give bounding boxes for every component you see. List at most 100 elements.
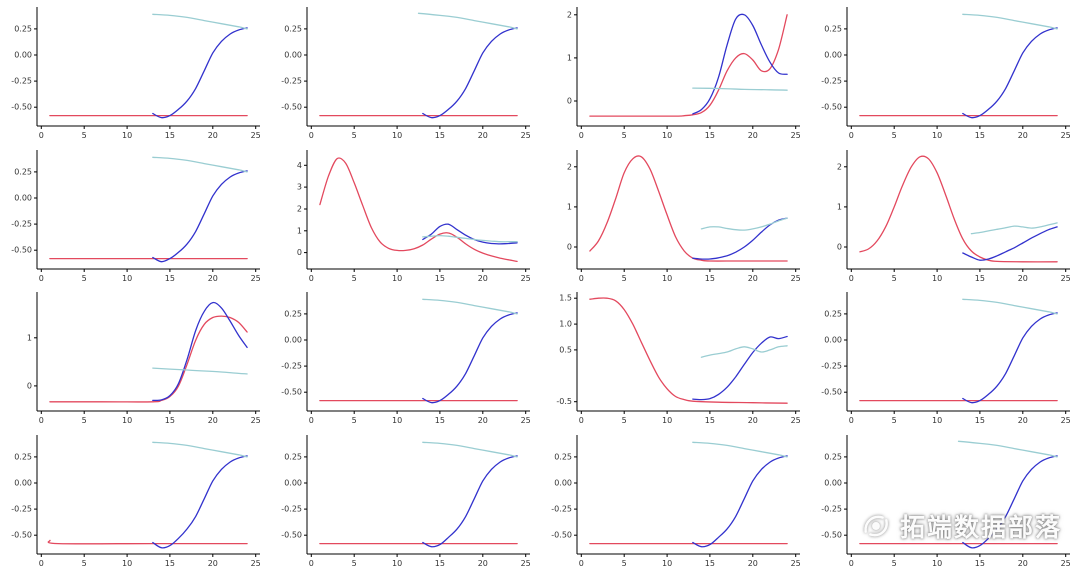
x-tick-label: 15 [975,274,985,283]
x-tick-label: 10 [122,274,132,283]
x-tick-label: 0 [849,416,854,425]
x-tick-label: 5 [892,559,897,568]
x-tick-label: 20 [208,274,218,283]
x-tick-label: 0 [579,274,584,283]
y-tick-label: -0.25 [281,362,302,371]
x-tick-label: 5 [352,416,357,425]
x-tick-label: 15 [165,559,175,568]
chart-panel-r2c3: 0 5 10 15 20 25 2 1 0 [540,143,810,286]
x-tick-label: 25 [1061,274,1071,283]
chart-panel-r2c1: 0 5 10 15 20 25 0.25 0.00 -0.25 -0.50 [0,143,270,286]
y-tick-label: -0.50 [11,245,32,254]
x-tick-label: 0 [849,274,854,283]
x-tick-label: 0 [579,131,584,140]
x-tick-label: 25 [791,416,801,425]
teal-line [957,440,1058,458]
x-tick-label: 15 [705,559,715,568]
x-tick-label: 10 [662,559,672,568]
x-tick-label: 15 [705,131,715,140]
y-tick-label: 0.25 [14,24,32,33]
blue-line [152,454,248,548]
chart-svg: 0 5 10 15 20 25 0.25 0.00 -0.25 -0.50 [821,434,1071,568]
teal-line [417,12,518,30]
chart-panel-r1c3: 0 5 10 15 20 25 2 1 0 [540,0,810,143]
x-tick-label: 5 [622,416,627,425]
x-tick-label: 20 [748,559,758,568]
red-line [319,156,518,262]
x-tick-label: 10 [392,131,402,140]
x-tick-label: 0 [579,559,584,568]
x-tick-label: 25 [521,274,531,283]
x-tick-label: 10 [932,274,942,283]
y-tick-label: 3 [297,182,302,191]
y-tick-label: -0.50 [551,530,572,539]
y-tick-label: -0.25 [821,77,842,86]
chart-panel-r3c2: 0 5 10 15 20 25 0.25 0.00 -0.25 -0.50 [270,285,540,428]
x-tick-label: 10 [122,416,132,425]
y-tick-label: 0.25 [14,452,32,461]
x-tick-label: 20 [748,416,758,425]
y-tick-label: 1.5 [559,294,572,303]
blue-line [422,312,518,404]
y-tick-label: 2 [567,10,572,19]
y-tick-label: -0.25 [551,504,572,513]
chart-svg: 0 5 10 15 20 25 0.25 0.00 -0.25 -0.50 [821,292,1071,425]
y-tick-label: 1.0 [559,320,572,329]
y-tick-label: -0.25 [11,77,32,86]
red-line [589,297,788,404]
chart-panel-r4c4: 0 5 10 15 20 25 0.25 0.00 -0.25 -0.50 [810,428,1080,571]
teal-line [422,234,518,242]
y-tick-label: 0.00 [284,51,302,60]
blue-line [962,225,1058,261]
teal-line [692,87,788,91]
y-tick-label: 0.00 [824,478,842,487]
chart-panel-r1c1: 0 5 10 15 20 25 0.25 0.00 -0.25 -0.50 [0,0,270,143]
red-line [589,14,788,117]
x-tick-label: 25 [521,416,531,425]
x-tick-label: 5 [622,131,627,140]
x-tick-label: 0 [849,131,854,140]
x-tick-label: 0 [309,131,314,140]
y-tick-label: 0.25 [284,309,302,318]
y-tick-label: 1 [837,202,842,211]
teal-line [700,216,788,231]
blue-line [692,454,788,547]
x-tick-label: 20 [478,559,488,568]
teal-line [422,298,518,315]
x-tick-label: 0 [309,274,314,283]
x-tick-label: 15 [975,131,985,140]
x-tick-label: 20 [1018,559,1028,568]
y-tick-label: 2 [297,204,302,213]
x-tick-label: 20 [478,131,488,140]
x-tick-label: 10 [932,559,942,568]
x-tick-label: 15 [165,274,175,283]
blue-line [962,454,1058,548]
x-tick-label: 20 [208,416,218,425]
y-tick-label: -0.50 [821,103,842,112]
y-tick-label: -0.50 [11,530,32,539]
y-tick-label: 0 [567,242,572,251]
x-tick-label: 20 [208,559,218,568]
chart-panel-r1c2: 0 5 10 15 20 25 0.25 0.00 -0.25 -0.50 [270,0,540,143]
y-tick-label: 0.25 [284,24,302,33]
x-tick-label: 10 [392,416,402,425]
y-tick-label: 2 [567,162,572,171]
chart-panel-r3c3: 0 5 10 15 20 25 1.5 1.0 0.5 -0.5 [540,285,810,428]
blue-line [692,13,788,115]
x-tick-label: 20 [748,274,758,283]
x-tick-label: 25 [251,274,261,283]
x-tick-label: 20 [1018,274,1028,283]
teal-line [152,156,248,173]
teal-line [152,441,248,458]
y-tick-label: 0.00 [284,336,302,345]
x-tick-label: 10 [662,131,672,140]
y-tick-label: 0.00 [284,478,302,487]
x-tick-label: 5 [82,131,87,140]
x-tick-label: 25 [1061,559,1071,568]
teal-line [962,298,1058,315]
y-tick-label: 0.00 [14,193,32,202]
x-tick-label: 25 [521,559,531,568]
